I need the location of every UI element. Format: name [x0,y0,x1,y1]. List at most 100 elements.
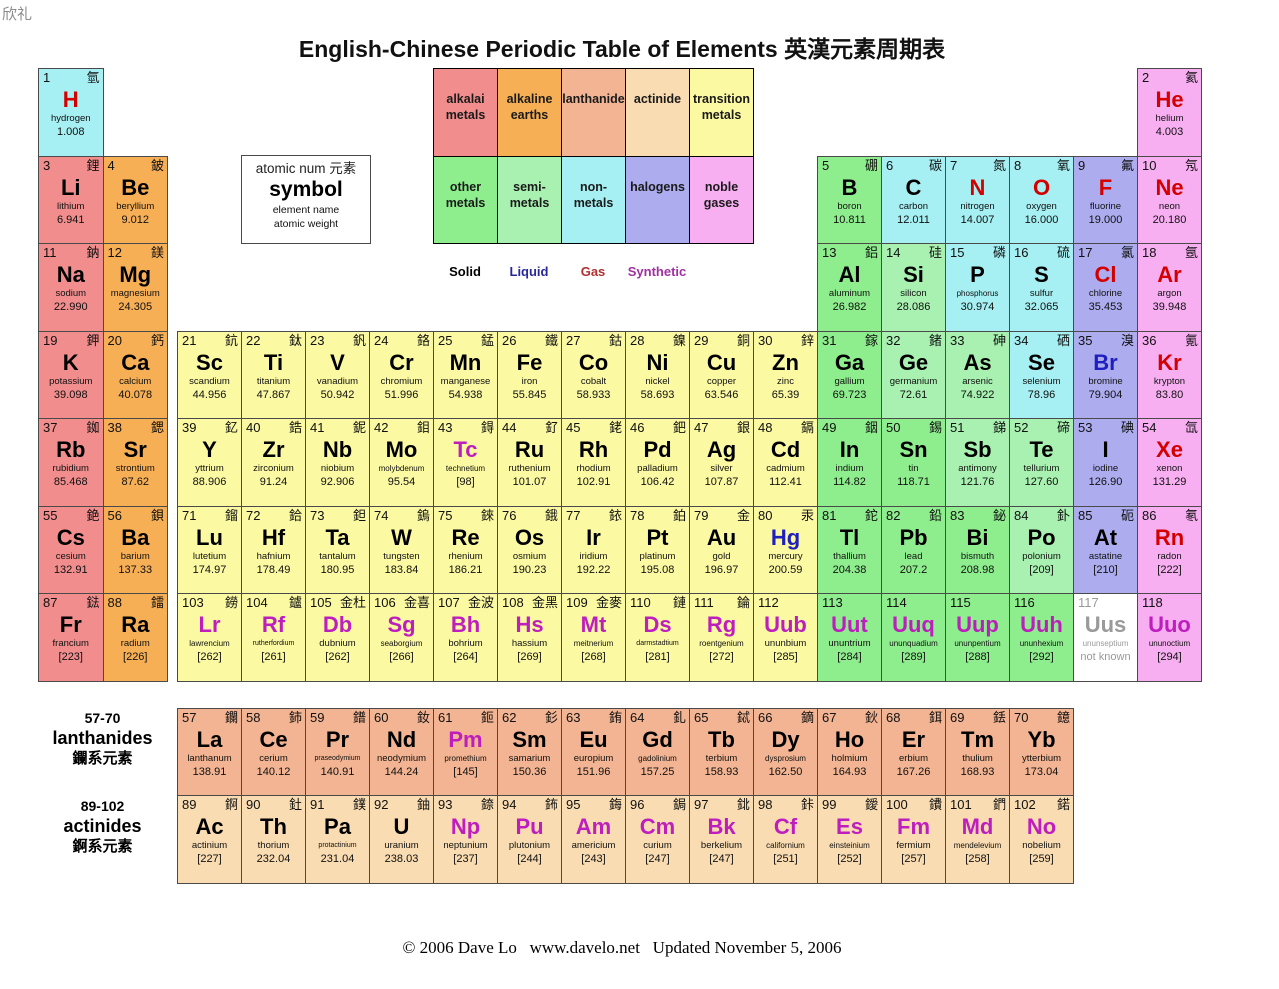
element-symbol: Ir [586,524,601,550]
element-name: rubidium [52,463,89,474]
legend-alkali: alkalai metals [433,68,498,157]
element-cell-Uub: 112 Uub ununbium [285] [753,593,818,682]
element-name: palladium [637,463,678,474]
atomic-weight: 16.000 [1024,213,1059,226]
element-symbol: Cd [770,437,801,462]
chinese-name: 鑀 [864,797,878,812]
element-name: vanadium [316,375,359,387]
atomic-number: 14 [886,245,901,260]
chinese-name: 鉲 [800,797,814,812]
element-cell-Ga: 31 鎵 Ga gallium 69.723 [817,330,882,419]
chinese-name: 鑭 [224,709,238,725]
element-name: europium [573,752,614,764]
atomic-number: 15 [950,245,965,260]
element-symbol: Zr [262,437,285,462]
chinese-name: 鈾 [416,797,430,812]
atomic-number: 63 [566,709,581,725]
atomic-number: 12 [107,245,122,260]
atomic-weight: [264] [453,651,478,663]
atomic-number: 28 [630,332,645,348]
element-symbol: Cu [706,349,737,375]
element-symbol: Tm [961,726,994,752]
element-name: cobalt [580,375,607,387]
atomic-number: 48 [758,420,773,435]
element-symbol: Ti [263,349,284,375]
atomic-number: 117 [1078,595,1099,610]
element-symbol: Ru [514,437,545,462]
atomic-number: 107 [438,595,460,610]
atomic-weight: 85.468 [53,476,88,488]
atomic-number: 24 [374,332,389,348]
element-cell-Kr: 36 氪 Kr krypton 83.80 [1137,330,1202,419]
element-name: lithium [57,200,85,212]
element-name: phosphorus [956,289,999,298]
atomic-weight: [269] [517,651,542,663]
chinese-name: 鑪 [288,595,302,610]
atomic-number: 36 [1142,332,1157,348]
chinese-name: 鉈 [864,507,878,523]
element-cell-Ta: 73 鉭 Ta tantalum 180.95 [305,505,370,594]
element-symbol: Te [1029,437,1054,462]
element-name: zirconium [253,463,294,474]
element-symbol: Tl [839,524,860,550]
chinese-name: 鎦 [224,507,238,523]
chinese-name: 鏷 [352,797,366,812]
atomic-number: 55 [43,507,58,523]
atomic-weight: 12.011 [897,213,930,226]
chinese-name: 錫 [928,420,942,435]
atomic-number: 81 [822,507,837,523]
atomic-number: 4 [107,157,115,173]
element-name: rhodium [576,463,611,474]
element-cell-Ar: 18 氬 Ar argon 39.948 [1137,243,1202,332]
element-cell-Fr: 87 鍅 Fr francium [223] [38,593,104,682]
element-name: ununpentium [954,639,1001,648]
element-name: actinium [191,840,228,851]
element-symbol: Ar [1157,262,1182,287]
atomic-number: 112 [758,595,779,610]
element-name: indium [835,463,864,474]
atomic-weight: 178.49 [256,563,291,576]
element-cell-Cs: 55 銫 Cs cesium 132.91 [38,505,104,594]
atomic-weight: 95.54 [387,476,416,488]
element-cell-Br: 35 溴 Br bromine 79.904 [1073,330,1138,419]
atomic-number: 35 [1078,332,1093,348]
element-cell-Zr: 40 鋯 Zr zirconium 91.24 [241,418,306,507]
chinese-name: 鋇 [150,507,164,523]
element-name: argon [1157,288,1182,299]
element-cell-Si: 14 硅 Si silicon 28.086 [881,243,946,332]
atomic-weight: [226] [123,651,148,663]
element-name: manganese [440,375,491,387]
atomic-number: 33 [950,332,965,348]
atomic-weight: [257] [901,853,926,865]
chinese-name: 鉍 [992,507,1006,523]
atomic-weight: 112.41 [769,476,802,488]
atomic-number: 103 [182,595,204,610]
atomic-weight: 39.948 [1152,301,1187,313]
element-name: samarium [508,752,551,764]
atomic-weight: 78.96 [1027,388,1056,401]
atomic-weight: [227] [197,853,222,865]
element-cell-Hf: 72 鉿 Hf hafnium 178.49 [241,505,306,594]
chinese-name: 鈽 [544,797,558,812]
atomic-number: 61 [438,709,453,725]
element-symbol: Cs [56,524,85,550]
atomic-number: 99 [822,797,837,812]
legend-label: transition metals [693,92,750,122]
atomic-number: 17 [1078,245,1093,260]
chinese-name: 溴 [1120,332,1134,348]
element-name: roentgenium [699,639,744,648]
chinese-name: 鈦 [288,332,302,348]
element-cell-Mt: 109 金麥 Mt meitnerium [268] [561,593,626,682]
element-name: selenium [1022,375,1061,387]
element-symbol: Pu [515,814,544,839]
atomic-weight: [247] [709,853,734,865]
atomic-weight: 168.93 [960,765,995,778]
element-cell-Uup: 115 Uup ununpentium [288] [945,593,1010,682]
atomic-weight: 19.000 [1088,213,1123,226]
element-symbol: Pt [646,524,669,550]
element-cell-Rh: 45 銠 Rh rhodium 102.91 [561,418,626,507]
atomic-number: 46 [630,420,645,435]
chinese-name: 砷 [992,332,1006,348]
element-name: gold [712,550,731,562]
